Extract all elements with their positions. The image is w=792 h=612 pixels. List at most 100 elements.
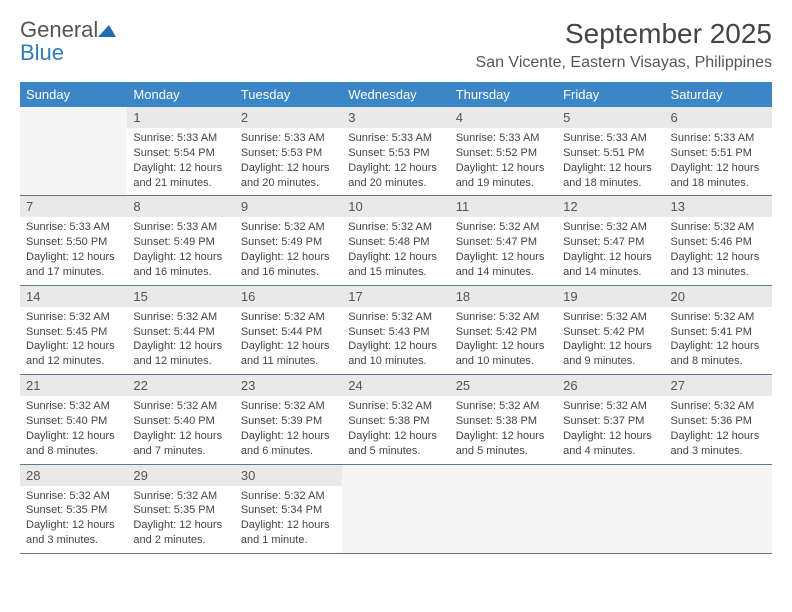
- day-number: 12: [557, 196, 664, 217]
- calendar-body: 1Sunrise: 5:33 AMSunset: 5:54 PMDaylight…: [20, 107, 772, 553]
- calendar-cell: 17Sunrise: 5:32 AMSunset: 5:43 PMDayligh…: [342, 285, 449, 374]
- day-details: Sunrise: 5:32 AMSunset: 5:44 PMDaylight:…: [235, 307, 342, 374]
- calendar-cell: 20Sunrise: 5:32 AMSunset: 5:41 PMDayligh…: [665, 285, 772, 374]
- calendar-cell: 29Sunrise: 5:32 AMSunset: 5:35 PMDayligh…: [127, 464, 234, 553]
- day-number: 29: [127, 465, 234, 486]
- day-details: Sunrise: 5:33 AMSunset: 5:54 PMDaylight:…: [127, 128, 234, 195]
- calendar-table: SundayMondayTuesdayWednesdayThursdayFrid…: [20, 82, 772, 554]
- calendar-cell: 5Sunrise: 5:33 AMSunset: 5:51 PMDaylight…: [557, 107, 664, 196]
- day-details: Sunrise: 5:33 AMSunset: 5:53 PMDaylight:…: [342, 128, 449, 195]
- calendar-cell: 30Sunrise: 5:32 AMSunset: 5:34 PMDayligh…: [235, 464, 342, 553]
- calendar-cell: 26Sunrise: 5:32 AMSunset: 5:37 PMDayligh…: [557, 375, 664, 464]
- calendar-cell: 23Sunrise: 5:32 AMSunset: 5:39 PMDayligh…: [235, 375, 342, 464]
- day-number: 25: [450, 375, 557, 396]
- logo-triangle-icon: [98, 23, 116, 37]
- calendar-cell: [450, 464, 557, 553]
- day-details: Sunrise: 5:33 AMSunset: 5:49 PMDaylight:…: [127, 217, 234, 284]
- day-details: Sunrise: 5:32 AMSunset: 5:41 PMDaylight:…: [665, 307, 772, 374]
- calendar-cell: 16Sunrise: 5:32 AMSunset: 5:44 PMDayligh…: [235, 285, 342, 374]
- calendar-cell: 14Sunrise: 5:32 AMSunset: 5:45 PMDayligh…: [20, 285, 127, 374]
- weekday-header: Monday: [127, 82, 234, 107]
- day-number: 28: [20, 465, 127, 486]
- day-details: Sunrise: 5:32 AMSunset: 5:40 PMDaylight:…: [20, 396, 127, 463]
- day-details: Sunrise: 5:32 AMSunset: 5:38 PMDaylight:…: [450, 396, 557, 463]
- day-number: 22: [127, 375, 234, 396]
- day-details: Sunrise: 5:32 AMSunset: 5:35 PMDaylight:…: [20, 486, 127, 553]
- location: San Vicente, Eastern Visayas, Philippine…: [476, 54, 772, 72]
- day-details: Sunrise: 5:32 AMSunset: 5:47 PMDaylight:…: [450, 217, 557, 284]
- weekday-header: Tuesday: [235, 82, 342, 107]
- calendar-cell: 6Sunrise: 5:33 AMSunset: 5:51 PMDaylight…: [665, 107, 772, 196]
- day-details: Sunrise: 5:32 AMSunset: 5:35 PMDaylight:…: [127, 486, 234, 553]
- day-details: Sunrise: 5:32 AMSunset: 5:38 PMDaylight:…: [342, 396, 449, 463]
- day-details: Sunrise: 5:32 AMSunset: 5:47 PMDaylight:…: [557, 217, 664, 284]
- calendar-cell: 9Sunrise: 5:32 AMSunset: 5:49 PMDaylight…: [235, 196, 342, 285]
- calendar-cell: 7Sunrise: 5:33 AMSunset: 5:50 PMDaylight…: [20, 196, 127, 285]
- header: General Blue September 2025 San Vicente,…: [20, 18, 772, 72]
- weekday-header: Friday: [557, 82, 664, 107]
- brand-logo: General Blue: [20, 18, 116, 64]
- title-block: September 2025 San Vicente, Eastern Visa…: [476, 18, 772, 72]
- day-details: Sunrise: 5:33 AMSunset: 5:52 PMDaylight:…: [450, 128, 557, 195]
- calendar-cell: 8Sunrise: 5:33 AMSunset: 5:49 PMDaylight…: [127, 196, 234, 285]
- day-details: Sunrise: 5:32 AMSunset: 5:42 PMDaylight:…: [450, 307, 557, 374]
- calendar-cell: 15Sunrise: 5:32 AMSunset: 5:44 PMDayligh…: [127, 285, 234, 374]
- day-details: Sunrise: 5:32 AMSunset: 5:36 PMDaylight:…: [665, 396, 772, 463]
- day-details: Sunrise: 5:32 AMSunset: 5:48 PMDaylight:…: [342, 217, 449, 284]
- calendar-cell: 25Sunrise: 5:32 AMSunset: 5:38 PMDayligh…: [450, 375, 557, 464]
- day-number: 17: [342, 286, 449, 307]
- weekday-header: Sunday: [20, 82, 127, 107]
- calendar-cell: 11Sunrise: 5:32 AMSunset: 5:47 PMDayligh…: [450, 196, 557, 285]
- day-number: 7: [20, 196, 127, 217]
- day-number: 19: [557, 286, 664, 307]
- calendar-cell: 21Sunrise: 5:32 AMSunset: 5:40 PMDayligh…: [20, 375, 127, 464]
- day-details: Sunrise: 5:32 AMSunset: 5:44 PMDaylight:…: [127, 307, 234, 374]
- day-details: Sunrise: 5:32 AMSunset: 5:39 PMDaylight:…: [235, 396, 342, 463]
- calendar-cell: 3Sunrise: 5:33 AMSunset: 5:53 PMDaylight…: [342, 107, 449, 196]
- calendar-cell: [665, 464, 772, 553]
- day-details: Sunrise: 5:33 AMSunset: 5:51 PMDaylight:…: [665, 128, 772, 195]
- day-details: Sunrise: 5:33 AMSunset: 5:53 PMDaylight:…: [235, 128, 342, 195]
- day-number: 14: [20, 286, 127, 307]
- day-number: 26: [557, 375, 664, 396]
- calendar-cell: 27Sunrise: 5:32 AMSunset: 5:36 PMDayligh…: [665, 375, 772, 464]
- calendar-head: SundayMondayTuesdayWednesdayThursdayFrid…: [20, 82, 772, 107]
- weekday-header: Wednesday: [342, 82, 449, 107]
- day-details: Sunrise: 5:32 AMSunset: 5:45 PMDaylight:…: [20, 307, 127, 374]
- day-details: Sunrise: 5:32 AMSunset: 5:37 PMDaylight:…: [557, 396, 664, 463]
- day-details: Sunrise: 5:33 AMSunset: 5:50 PMDaylight:…: [20, 217, 127, 284]
- weekday-header: Saturday: [665, 82, 772, 107]
- day-details: Sunrise: 5:32 AMSunset: 5:40 PMDaylight:…: [127, 396, 234, 463]
- calendar-cell: 24Sunrise: 5:32 AMSunset: 5:38 PMDayligh…: [342, 375, 449, 464]
- calendar-cell: 18Sunrise: 5:32 AMSunset: 5:42 PMDayligh…: [450, 285, 557, 374]
- calendar-cell: [557, 464, 664, 553]
- day-number: 16: [235, 286, 342, 307]
- day-number: 27: [665, 375, 772, 396]
- day-number: 13: [665, 196, 772, 217]
- day-number: 15: [127, 286, 234, 307]
- day-number: 6: [665, 107, 772, 128]
- day-number: 9: [235, 196, 342, 217]
- calendar-cell: 10Sunrise: 5:32 AMSunset: 5:48 PMDayligh…: [342, 196, 449, 285]
- calendar-cell: 12Sunrise: 5:32 AMSunset: 5:47 PMDayligh…: [557, 196, 664, 285]
- calendar-cell: 13Sunrise: 5:32 AMSunset: 5:46 PMDayligh…: [665, 196, 772, 285]
- brand-name-a: General: [20, 17, 98, 42]
- day-number: 5: [557, 107, 664, 128]
- calendar-cell: 19Sunrise: 5:32 AMSunset: 5:42 PMDayligh…: [557, 285, 664, 374]
- day-number: 8: [127, 196, 234, 217]
- calendar-cell: 2Sunrise: 5:33 AMSunset: 5:53 PMDaylight…: [235, 107, 342, 196]
- day-number: 20: [665, 286, 772, 307]
- day-details: Sunrise: 5:32 AMSunset: 5:42 PMDaylight:…: [557, 307, 664, 374]
- day-number: 3: [342, 107, 449, 128]
- day-number: 10: [342, 196, 449, 217]
- day-number: 18: [450, 286, 557, 307]
- brand-name-b: Blue: [20, 40, 64, 65]
- day-details: Sunrise: 5:32 AMSunset: 5:49 PMDaylight:…: [235, 217, 342, 284]
- day-details: Sunrise: 5:32 AMSunset: 5:46 PMDaylight:…: [665, 217, 772, 284]
- day-number: 4: [450, 107, 557, 128]
- month-title: September 2025: [476, 18, 772, 50]
- day-details: Sunrise: 5:32 AMSunset: 5:43 PMDaylight:…: [342, 307, 449, 374]
- calendar-cell: 4Sunrise: 5:33 AMSunset: 5:52 PMDaylight…: [450, 107, 557, 196]
- day-number: 21: [20, 375, 127, 396]
- day-number: 24: [342, 375, 449, 396]
